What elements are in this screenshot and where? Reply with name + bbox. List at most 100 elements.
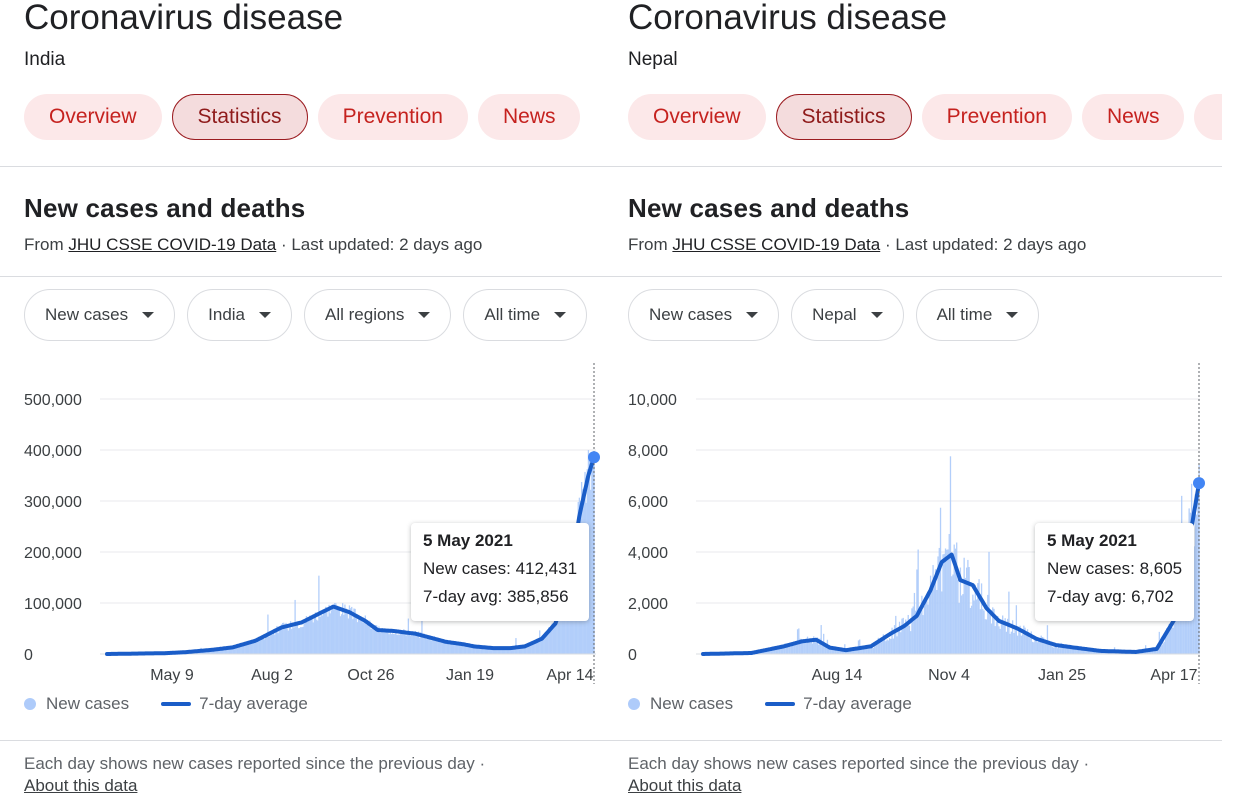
right-panel: Coronavirus disease Nepal Overview Stati… — [604, 0, 1222, 800]
new-cases-bar — [467, 645, 470, 654]
new-cases-bar — [348, 605, 351, 654]
tab-news[interactable]: News — [1081, 94, 1185, 140]
new-cases-bar — [206, 650, 208, 654]
new-cases-bar — [453, 642, 455, 654]
new-cases-bar — [1197, 485, 1199, 654]
new-cases-bar — [414, 631, 416, 654]
new-cases-bar — [326, 607, 328, 654]
new-cases-bar — [365, 624, 368, 654]
new-cases-bar — [895, 615, 897, 654]
tab-statistics[interactable]: Statistics — [775, 94, 912, 140]
divider — [0, 740, 604, 741]
new-cases-bar — [939, 507, 942, 654]
new-cases-bar — [269, 634, 271, 654]
country-dropdown[interactable]: Nepal — [791, 289, 904, 341]
new-cases-bar — [541, 637, 543, 654]
tab-partial[interactable] — [1194, 94, 1222, 140]
new-cases-bar — [360, 618, 362, 654]
tab-news[interactable]: News — [477, 94, 581, 140]
new-cases-bar — [770, 649, 773, 654]
cases-chart[interactable]: 0 100,000 200,000 300,000 400,000 500,000 May … — [0, 355, 604, 685]
new-cases-bar — [519, 648, 522, 654]
tab-overview[interactable]: Overview — [24, 94, 162, 140]
tab-statistics[interactable]: Statistics — [171, 94, 308, 140]
new-cases-bar — [890, 638, 892, 654]
new-cases-bar — [313, 617, 316, 654]
new-cases-bar — [347, 618, 349, 654]
new-cases-bar — [459, 643, 462, 654]
new-cases-bar — [938, 547, 940, 654]
filter-bar: New cases Nepal All time — [628, 289, 1040, 341]
new-cases-bar — [990, 623, 993, 654]
y-tick-label: 4,000 — [628, 545, 668, 562]
new-cases-bar — [867, 648, 870, 654]
new-cases-bar — [484, 648, 487, 654]
new-cases-bar — [375, 625, 378, 654]
new-cases-bar — [315, 619, 318, 654]
new-cases-bar — [593, 463, 595, 654]
new-cases-bar — [1070, 647, 1072, 654]
new-cases-bar — [918, 610, 921, 654]
new-cases-bar — [441, 642, 443, 654]
new-cases-bar — [791, 645, 794, 654]
source-link[interactable]: JHU CSSE COVID-19 Data — [68, 235, 277, 254]
new-cases-bar — [1021, 634, 1024, 654]
new-cases-bar — [286, 628, 288, 654]
tab-prevention[interactable]: Prevention — [921, 94, 1072, 140]
source-link[interactable]: JHU CSSE COVID-19 Data — [672, 235, 881, 254]
new-cases-bar — [956, 542, 958, 654]
new-cases-bar — [531, 645, 533, 654]
tab-bar: Overview Statistics Prevention News — [24, 94, 581, 140]
time-range-dropdown[interactable]: All time — [463, 289, 588, 341]
tab-prevention[interactable]: Prevention — [317, 94, 468, 140]
country-dropdown[interactable]: India — [187, 289, 293, 341]
new-cases-bar — [928, 595, 930, 654]
new-cases-bar — [1177, 618, 1179, 654]
new-cases-bar — [466, 645, 468, 654]
new-cases-bar — [386, 630, 388, 654]
new-cases-bar — [377, 632, 379, 654]
new-cases-bar — [1074, 649, 1076, 654]
new-cases-bar — [936, 590, 938, 654]
new-cases-bar — [891, 627, 893, 654]
new-cases-bar — [556, 614, 558, 654]
new-cases-bar — [932, 565, 934, 654]
metric-dropdown[interactable]: New cases — [24, 289, 176, 341]
tab-overview[interactable]: Overview — [628, 94, 766, 140]
new-cases-bar — [952, 574, 954, 654]
about-data-link[interactable]: About this data — [24, 776, 138, 795]
new-cases-bar — [562, 591, 565, 654]
new-cases-bar — [540, 637, 542, 654]
new-cases-bar — [416, 632, 419, 654]
region-dropdown[interactable]: All regions — [304, 289, 452, 341]
about-data-link[interactable]: About this data — [628, 776, 742, 795]
new-cases-bar — [409, 635, 412, 654]
new-cases-bar — [865, 645, 867, 654]
new-cases-bar — [399, 631, 402, 654]
new-cases-bar — [1024, 627, 1026, 654]
new-cases-bar — [550, 626, 552, 654]
new-cases-bar — [334, 603, 336, 654]
new-cases-bar — [886, 639, 888, 654]
new-cases-bar — [1000, 621, 1003, 654]
new-cases-bar — [413, 633, 415, 654]
new-cases-bar — [1075, 647, 1077, 654]
new-cases-bar — [242, 645, 244, 654]
metric-dropdown[interactable]: New cases — [628, 289, 780, 341]
new-cases-bar — [434, 638, 437, 654]
time-range-dropdown[interactable]: All time — [915, 289, 1040, 341]
new-cases-bar — [870, 644, 872, 654]
new-cases-bar — [590, 489, 592, 654]
tooltip-new-cases: New cases: 8,605 — [1047, 559, 1183, 578]
hover-point — [1193, 477, 1205, 490]
new-cases-bar — [1174, 617, 1177, 654]
new-cases-bar — [921, 595, 923, 654]
new-cases-bar — [508, 647, 510, 654]
new-cases-bar — [1031, 641, 1034, 654]
new-cases-bar — [277, 633, 279, 654]
new-cases-bar — [415, 634, 417, 654]
new-cases-bar — [1154, 649, 1157, 654]
y-tick-label: 0 — [24, 647, 33, 664]
cases-chart[interactable]: 0 2,000 4,000 6,000 8,000 10,000 Aug 14 Nov 4 Ja… — [604, 355, 1222, 685]
new-cases-bar — [1020, 635, 1022, 654]
